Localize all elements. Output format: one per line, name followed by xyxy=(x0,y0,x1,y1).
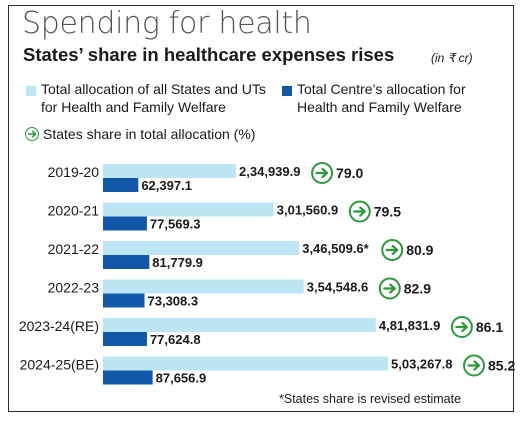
share-arrow-glyph xyxy=(353,206,366,217)
share-label: 79.5 xyxy=(374,204,401,220)
bar-states xyxy=(103,202,274,217)
share-label: 79.0 xyxy=(336,165,363,181)
bar-states xyxy=(103,318,376,332)
bar-centre xyxy=(103,370,153,385)
share-label: 86.1 xyxy=(476,319,503,335)
legend-swatch-states xyxy=(26,86,36,96)
category-label: 2021-22 xyxy=(48,241,100,257)
share-arrow-glyph xyxy=(383,283,396,294)
data-label-centre: 87,656.9 xyxy=(156,371,207,386)
data-label-centre: 62,397.1 xyxy=(141,178,192,193)
arrow-right-circle-icon xyxy=(25,127,39,141)
data-label-centre: 73,308.3 xyxy=(148,294,199,309)
share-arrow-glyph xyxy=(467,360,481,371)
chart-subtitle: States’ share in healthcare expenses ris… xyxy=(23,44,395,65)
legend-label-states-line2: for Health and Family Welfare xyxy=(41,99,226,115)
data-label-states: 3,46,509.6* xyxy=(302,241,369,256)
share-legend-label: States share in total allocation (%) xyxy=(43,126,256,142)
share-label: 82.9 xyxy=(404,281,431,297)
bar-states xyxy=(103,241,300,255)
share-arrow-glyph xyxy=(385,244,399,256)
data-label-states: 2,34,939.9 xyxy=(239,164,300,179)
share-arrow-glyph xyxy=(455,321,468,333)
bar-states xyxy=(103,164,237,178)
chart-frame xyxy=(8,5,514,412)
chart-title: Spending for health xyxy=(22,6,312,41)
legend-label-centre: Total Centre’s allocation for Health and… xyxy=(297,80,466,116)
legend-label-states-line1: Total allocation of all States and UTs xyxy=(41,81,266,97)
legend-label-centre-line2: Health and Family Welfare xyxy=(297,99,462,115)
share-label: 80.9 xyxy=(406,242,433,258)
legend-swatch-centre xyxy=(282,86,292,96)
data-label-centre: 77,569.3 xyxy=(150,217,201,232)
bar-states xyxy=(103,356,388,371)
footnote: *States share is revised estimate xyxy=(279,392,462,406)
data-label-centre: 77,624.8 xyxy=(150,332,201,347)
data-label-states: 3,54,548.6 xyxy=(307,280,368,295)
unit-label: (in ₹ cr) xyxy=(431,51,473,65)
data-label-states: 5,03,267.8 xyxy=(391,357,452,372)
bar-centre xyxy=(103,178,139,192)
bar-centre xyxy=(103,293,145,308)
share-label: 85.2 xyxy=(488,358,515,374)
bar-centre xyxy=(103,332,147,346)
data-label-states: 4,81,831.9 xyxy=(379,318,440,333)
category-label: 2019-20 xyxy=(48,164,100,180)
legend-label-centre-line1: Total Centre’s allocation for xyxy=(297,81,466,97)
share-arrow-glyph xyxy=(315,167,329,179)
bar-states xyxy=(103,279,304,294)
data-label-centre: 81,779.9 xyxy=(152,255,203,270)
bar-centre xyxy=(103,255,150,269)
data-label-states: 3,01,560.9 xyxy=(277,203,338,218)
category-label: 2023-24(RE) xyxy=(19,318,99,334)
legend-label-states: Total allocation of all States and UTs f… xyxy=(41,80,266,116)
category-label: 2022-23 xyxy=(48,280,100,296)
share-legend: States share in total allocation (%) xyxy=(25,126,255,142)
category-label: 2024-25(BE) xyxy=(20,357,99,373)
category-label: 2020-21 xyxy=(48,203,100,219)
bar-centre xyxy=(103,216,147,231)
